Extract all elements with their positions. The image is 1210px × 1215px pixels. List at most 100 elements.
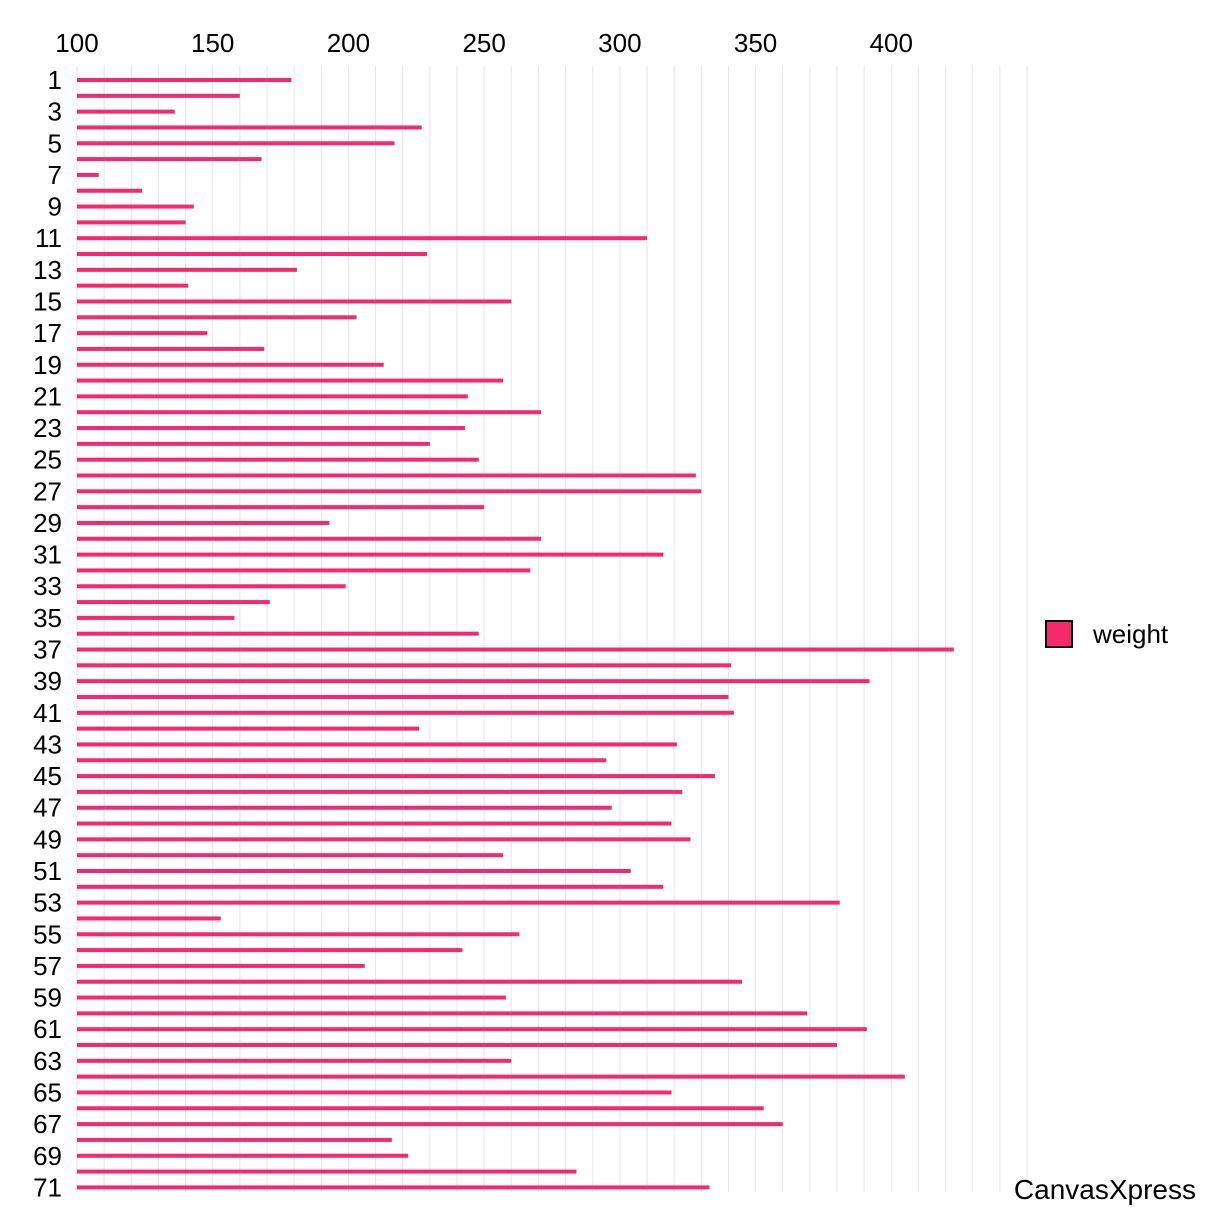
bar (77, 805, 612, 810)
legend-label-weight: weight (1092, 619, 1169, 649)
y-tick-label: 53 (33, 888, 62, 918)
bar (77, 362, 384, 367)
bar (77, 299, 512, 304)
x-tick-label: 350 (734, 28, 777, 58)
bar (77, 710, 734, 715)
bar (77, 568, 531, 573)
bar (77, 916, 221, 921)
y-tick-label: 51 (33, 856, 62, 886)
y-tick-label: 49 (33, 824, 62, 854)
bar (77, 948, 463, 953)
bar (77, 204, 194, 209)
y-tick-label: 1 (48, 65, 62, 95)
bar (77, 1137, 392, 1142)
y-tick-label: 55 (33, 919, 62, 949)
y-tick-label: 63 (33, 1046, 62, 1076)
bar (77, 220, 186, 225)
bar (77, 109, 175, 114)
y-tick-label: 65 (33, 1077, 62, 1107)
x-tick-label: 300 (598, 28, 641, 58)
bar (77, 1074, 905, 1079)
bar (77, 489, 702, 494)
bar (77, 1027, 867, 1032)
legend: weight (1045, 619, 1169, 649)
bar (77, 157, 262, 162)
bar (77, 869, 631, 873)
y-tick-label: 41 (33, 698, 62, 728)
bar (77, 932, 520, 937)
bar (77, 758, 607, 763)
bar (77, 78, 292, 82)
bar (77, 853, 504, 858)
bar (77, 884, 664, 889)
bar (77, 821, 672, 826)
x-tick-label: 200 (327, 28, 370, 58)
bar (77, 505, 485, 510)
bar (77, 1011, 808, 1016)
y-tick-label: 5 (48, 128, 62, 158)
bar (77, 283, 189, 288)
y-tick-label: 19 (33, 350, 62, 380)
bar (77, 141, 395, 146)
bar (77, 995, 506, 1000)
bar (77, 900, 840, 905)
bar (77, 963, 365, 968)
bar (77, 647, 954, 652)
y-tick-label: 61 (33, 1014, 62, 1044)
bar (77, 394, 468, 399)
y-tick-label: 43 (33, 729, 62, 759)
bar (77, 315, 357, 320)
y-tick-label: 11 (35, 223, 62, 253)
bar (77, 726, 419, 731)
y-tick-label: 25 (33, 445, 62, 475)
bar (77, 410, 542, 415)
y-tick-label: 71 (33, 1172, 62, 1202)
bar (77, 1090, 672, 1095)
bar (77, 441, 430, 446)
bar (77, 679, 870, 684)
bar (77, 1043, 837, 1048)
bar (77, 346, 265, 351)
grid-lines (76, 66, 1028, 1192)
y-tick-label: 9 (48, 192, 62, 222)
y-tick-label: 21 (33, 381, 62, 411)
bar (77, 1058, 512, 1063)
bar (77, 631, 479, 636)
y-tick-label: 33 (33, 571, 62, 601)
bar (77, 93, 240, 98)
bar (77, 663, 732, 668)
x-axis-tick-labels: 100 150 200 250 300 350 400 (55, 28, 913, 58)
bar (77, 378, 504, 383)
y-tick-label: 7 (48, 160, 62, 190)
y-tick-label: 45 (33, 761, 62, 791)
bar (77, 236, 647, 241)
bar (77, 252, 428, 257)
bar (77, 979, 742, 984)
bar (77, 520, 330, 525)
y-tick-label: 29 (33, 508, 62, 538)
y-tick-label: 47 (33, 793, 62, 823)
bar (77, 331, 208, 336)
bar (77, 742, 677, 747)
bar (77, 600, 270, 605)
y-tick-label: 3 (48, 97, 62, 127)
bar (77, 1122, 783, 1127)
bar (77, 125, 422, 130)
y-tick-label: 35 (33, 603, 62, 633)
y-tick-label: 31 (33, 540, 62, 570)
canvasxpress-watermark: CanvasXpress (1014, 1174, 1196, 1205)
bar (77, 615, 235, 620)
x-tick-label: 150 (191, 28, 234, 58)
bar (77, 584, 346, 589)
y-tick-label: 27 (33, 476, 62, 506)
bars (77, 78, 954, 1190)
bar (77, 1106, 764, 1111)
x-tick-label: 400 (870, 28, 913, 58)
bar (77, 473, 696, 478)
bar (77, 536, 542, 541)
y-tick-label: 57 (33, 951, 62, 981)
bar (77, 426, 466, 431)
y-tick-label: 17 (33, 318, 62, 348)
